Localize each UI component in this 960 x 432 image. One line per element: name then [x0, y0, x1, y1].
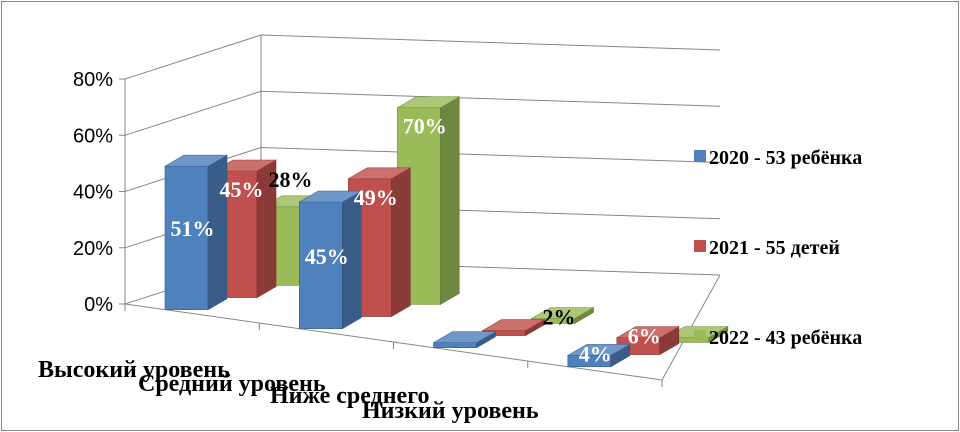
data-label: 4% [579, 341, 612, 366]
legend-label: 2022 - 43 ребёнка [709, 327, 862, 349]
bar-top [530, 307, 595, 319]
legend: 2020 - 53 ребёнка 2021 - 55 детей 2022 - 4… [694, 147, 862, 349]
bar [163, 154, 229, 311]
bar-top [298, 190, 363, 203]
bar [566, 343, 631, 368]
legend-swatch [694, 240, 706, 252]
legend-entry: 2020 - 53 ребёнка [694, 147, 862, 169]
data-label: 45% [220, 177, 264, 202]
y-tick-label: 40% [73, 182, 113, 204]
category-label: Средний уровень [138, 371, 326, 397]
data-label: 51% [171, 216, 215, 241]
category-label: Низкий уровень [362, 398, 539, 424]
bar [432, 331, 497, 349]
data-label: 49% [354, 185, 398, 210]
legend-label: 2020 - 53 ребёнка [709, 147, 862, 169]
data-label: 45% [305, 244, 349, 269]
bar-top [432, 331, 497, 344]
data-label: 2% [543, 305, 576, 330]
y-tick-label: 20% [73, 238, 113, 260]
data-label: 70% [403, 114, 447, 139]
legend-label: 2021 - 55 детей [709, 237, 840, 259]
value-axis: 0% 20% 40% 60% 80% [73, 69, 663, 387]
y-tick-label: 0% [84, 294, 113, 316]
data-labels: 28%70%2%45% 49%6%51%45%4% [171, 114, 661, 367]
gridline [124, 34, 721, 80]
bar [298, 190, 363, 330]
bar-top [396, 96, 461, 108]
bar-front [433, 342, 477, 349]
legend-swatch [694, 330, 706, 342]
legend-entry: 2021 - 55 детей [694, 237, 840, 259]
bars [163, 96, 729, 368]
y-tick-label: 80% [73, 69, 113, 91]
bar-top [615, 326, 680, 339]
bar-top [481, 319, 546, 331]
bar-top [566, 344, 631, 356]
data-label: 6% [628, 324, 661, 349]
bar-top [347, 167, 412, 180]
bar-top [163, 154, 229, 167]
data-label: 28% [269, 167, 313, 192]
y-tick-label: 60% [73, 125, 113, 147]
category-label: Ниже среднего [270, 383, 430, 409]
legend-swatch [694, 150, 706, 162]
legend-entry: 2022 - 43 ребёнка [694, 327, 862, 349]
category-label: Высокий уровень [38, 357, 230, 383]
